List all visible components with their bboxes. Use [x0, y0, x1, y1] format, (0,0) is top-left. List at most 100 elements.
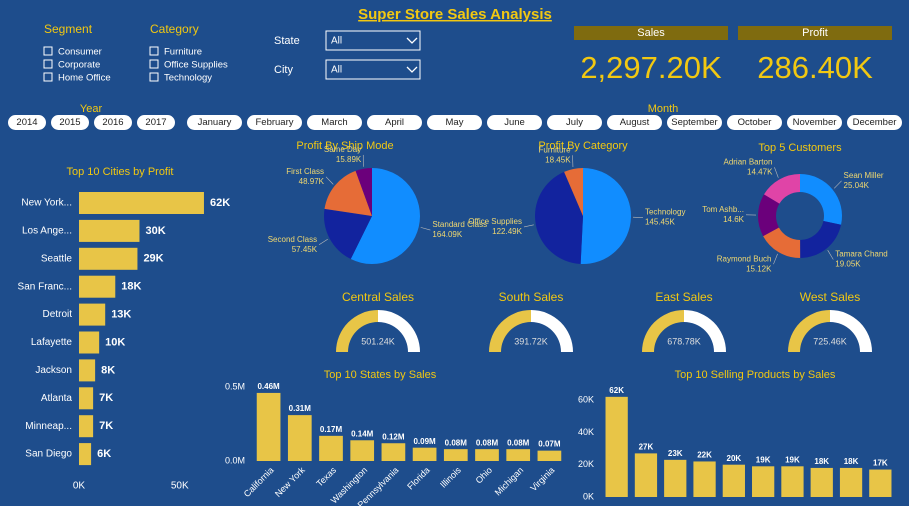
slicer-button[interactable]: [727, 115, 782, 130]
bar: [79, 303, 106, 326]
data-label: 13K: [111, 309, 131, 321]
slicer-button-label[interactable]: July: [566, 117, 583, 128]
slicer-button-label[interactable]: 2017: [145, 117, 166, 128]
slice-label: Sean Miller: [844, 171, 884, 180]
leader-line: [420, 227, 431, 231]
slicer-option[interactable]: Technology: [164, 73, 212, 84]
data-label: 0.08M: [507, 438, 530, 447]
slicer-button[interactable]: [187, 115, 242, 130]
slicer-button[interactable]: [51, 115, 89, 130]
slicer-option[interactable]: Furniture: [164, 47, 202, 58]
slicer-button[interactable]: [8, 115, 46, 130]
slicer-button[interactable]: [607, 115, 662, 130]
slicer-button-label[interactable]: May: [446, 117, 464, 128]
dropdown[interactable]: [325, 59, 421, 80]
dropdown-value: All: [331, 36, 342, 47]
y-tick-label: Minneap...: [25, 421, 72, 432]
slice: [763, 174, 800, 204]
bar: [605, 396, 628, 497]
bar: [412, 447, 437, 461]
slice: [800, 174, 842, 225]
slice-label: Tom Ashb...: [702, 205, 744, 214]
bar: [839, 467, 863, 497]
slice: [350, 168, 420, 264]
data-label: 0.08M: [445, 438, 468, 447]
slicer-button-label[interactable]: March: [321, 117, 347, 128]
bar: [634, 453, 658, 497]
slice-value: 122.49K: [492, 227, 522, 236]
data-label: 17K: [873, 459, 888, 468]
gauge-fill: [336, 310, 378, 352]
bar: [79, 359, 96, 382]
slicer-button[interactable]: [137, 115, 175, 130]
checkbox[interactable]: [43, 46, 53, 56]
slice-value: 48.97K: [299, 177, 325, 186]
slicer-button-label[interactable]: October: [738, 117, 772, 128]
data-label: 0.31M: [289, 404, 312, 413]
slicer-button[interactable]: [787, 115, 842, 130]
y-tick-label: Jackson: [35, 365, 72, 376]
slicer-button[interactable]: [427, 115, 482, 130]
data-label: 0.46M: [257, 382, 280, 391]
slicer-button-label[interactable]: November: [793, 117, 837, 128]
dropdown-value: All: [331, 65, 342, 76]
bar: [381, 443, 406, 461]
slice-label: Adrian Barton: [723, 157, 772, 166]
slicer-button[interactable]: [547, 115, 602, 130]
slicer-button[interactable]: [847, 115, 902, 130]
checkbox[interactable]: [149, 46, 159, 56]
slicer-button-label[interactable]: January: [198, 117, 232, 128]
bar: [79, 247, 138, 270]
checkbox[interactable]: [43, 72, 53, 82]
card-value: 2,297.20K: [580, 50, 722, 85]
slicer-button-label[interactable]: February: [255, 117, 293, 128]
card-value: 286.40K: [757, 50, 873, 85]
slicer-button-label[interactable]: December: [853, 117, 897, 128]
slicer-button[interactable]: [307, 115, 362, 130]
checkbox[interactable]: [149, 59, 159, 69]
gauge-value: 725.46K: [813, 336, 847, 346]
slicer-button-label[interactable]: April: [385, 117, 404, 128]
slice: [580, 168, 631, 264]
y-tick-label: Los Ange...: [22, 226, 72, 237]
slicer-button[interactable]: [247, 115, 302, 130]
data-label: 8K: [101, 364, 115, 376]
slicer-button-label[interactable]: September: [671, 117, 717, 128]
card-header: [738, 26, 892, 40]
slicer-button[interactable]: [487, 115, 542, 130]
slicer-button-label[interactable]: 2016: [102, 117, 123, 128]
chart-title: South Sales: [499, 290, 564, 304]
slice-value: 19.05K: [835, 260, 861, 269]
slicer-button-label[interactable]: June: [504, 117, 525, 128]
slicer-button[interactable]: [367, 115, 422, 130]
y-tick-label: Seattle: [41, 253, 73, 264]
y-tick-label: 0.5M: [225, 381, 245, 391]
slice-label: Furniture: [539, 145, 572, 154]
gauge-track: [531, 310, 573, 352]
slicer-option[interactable]: Office Supplies: [164, 60, 228, 71]
slice-value: 14.6K: [723, 215, 745, 224]
slicer-button-label[interactable]: August: [620, 117, 650, 128]
slice: [355, 168, 372, 216]
gauge-fill: [788, 310, 830, 352]
leader-line: [523, 224, 534, 228]
slicer-button[interactable]: [667, 115, 722, 130]
slicer-button-label[interactable]: 2015: [59, 117, 80, 128]
dropdown[interactable]: [325, 30, 421, 51]
slice: [758, 194, 780, 237]
bar: [79, 443, 92, 466]
checkbox[interactable]: [149, 72, 159, 82]
data-label: 0.12M: [382, 432, 405, 441]
slicer-option[interactable]: Consumer: [58, 47, 102, 58]
checkbox[interactable]: [43, 59, 53, 69]
bar: [781, 466, 804, 497]
bar: [79, 387, 94, 410]
slicer-option[interactable]: Corporate: [58, 60, 100, 71]
slicer-button-label[interactable]: 2014: [16, 117, 37, 128]
slice-value: 18.45K: [545, 155, 571, 164]
data-label: 0.14M: [351, 429, 374, 438]
slicer-button[interactable]: [94, 115, 132, 130]
data-label: 10K: [105, 336, 125, 348]
slicer-option[interactable]: Home Office: [58, 73, 111, 84]
slice: [763, 227, 801, 258]
